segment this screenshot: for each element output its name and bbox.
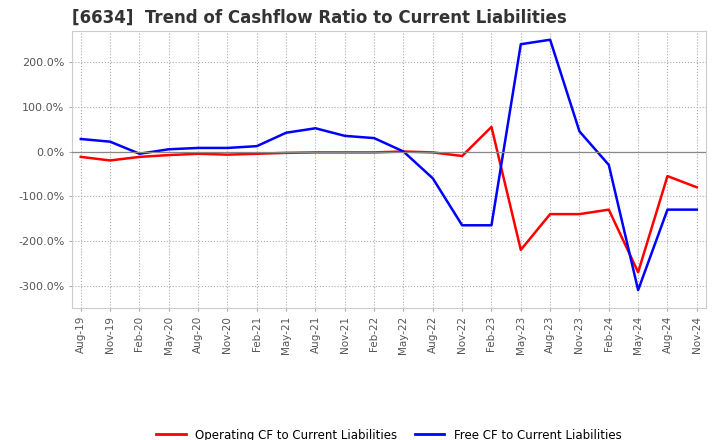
Operating CF to Current Liabilities <box>516 247 525 253</box>
Operating CF to Current Liabilities <box>194 151 202 156</box>
Operating CF to Current Liabilities <box>546 212 554 217</box>
Free CF to Current Liabilities <box>399 149 408 154</box>
Free CF to Current Liabilities <box>575 129 584 134</box>
Operating CF to Current Liabilities <box>76 154 85 160</box>
Free CF to Current Liabilities <box>546 37 554 42</box>
Free CF to Current Liabilities <box>253 143 261 149</box>
Free CF to Current Liabilities <box>693 207 701 212</box>
Operating CF to Current Liabilities <box>253 151 261 156</box>
Operating CF to Current Liabilities <box>487 124 496 129</box>
Operating CF to Current Liabilities <box>311 150 320 155</box>
Free CF to Current Liabilities <box>135 151 144 156</box>
Operating CF to Current Liabilities <box>575 212 584 217</box>
Operating CF to Current Liabilities <box>605 207 613 212</box>
Operating CF to Current Liabilities <box>106 158 114 163</box>
Line: Operating CF to Current Liabilities: Operating CF to Current Liabilities <box>81 127 697 272</box>
Free CF to Current Liabilities <box>76 136 85 142</box>
Free CF to Current Liabilities <box>370 136 379 141</box>
Free CF to Current Liabilities <box>282 130 290 136</box>
Operating CF to Current Liabilities <box>282 150 290 155</box>
Free CF to Current Liabilities <box>194 145 202 150</box>
Operating CF to Current Liabilities <box>223 152 232 157</box>
Text: [6634]  Trend of Cashflow Ratio to Current Liabilities: [6634] Trend of Cashflow Ratio to Curren… <box>72 8 567 26</box>
Free CF to Current Liabilities <box>516 41 525 47</box>
Free CF to Current Liabilities <box>487 223 496 228</box>
Operating CF to Current Liabilities <box>341 150 349 155</box>
Free CF to Current Liabilities <box>458 223 467 228</box>
Free CF to Current Liabilities <box>311 126 320 131</box>
Operating CF to Current Liabilities <box>428 150 437 155</box>
Free CF to Current Liabilities <box>223 145 232 150</box>
Operating CF to Current Liabilities <box>399 149 408 154</box>
Free CF to Current Liabilities <box>428 176 437 181</box>
Legend: Operating CF to Current Liabilities, Free CF to Current Liabilities: Operating CF to Current Liabilities, Fre… <box>151 424 626 440</box>
Operating CF to Current Liabilities <box>634 270 642 275</box>
Free CF to Current Liabilities <box>634 287 642 293</box>
Free CF to Current Liabilities <box>663 207 672 212</box>
Operating CF to Current Liabilities <box>458 154 467 159</box>
Free CF to Current Liabilities <box>341 133 349 139</box>
Free CF to Current Liabilities <box>605 162 613 168</box>
Free CF to Current Liabilities <box>164 147 173 152</box>
Free CF to Current Liabilities <box>106 139 114 144</box>
Operating CF to Current Liabilities <box>663 173 672 179</box>
Line: Free CF to Current Liabilities: Free CF to Current Liabilities <box>81 40 697 290</box>
Operating CF to Current Liabilities <box>135 154 144 160</box>
Operating CF to Current Liabilities <box>370 150 379 155</box>
Operating CF to Current Liabilities <box>693 185 701 190</box>
Operating CF to Current Liabilities <box>164 152 173 158</box>
